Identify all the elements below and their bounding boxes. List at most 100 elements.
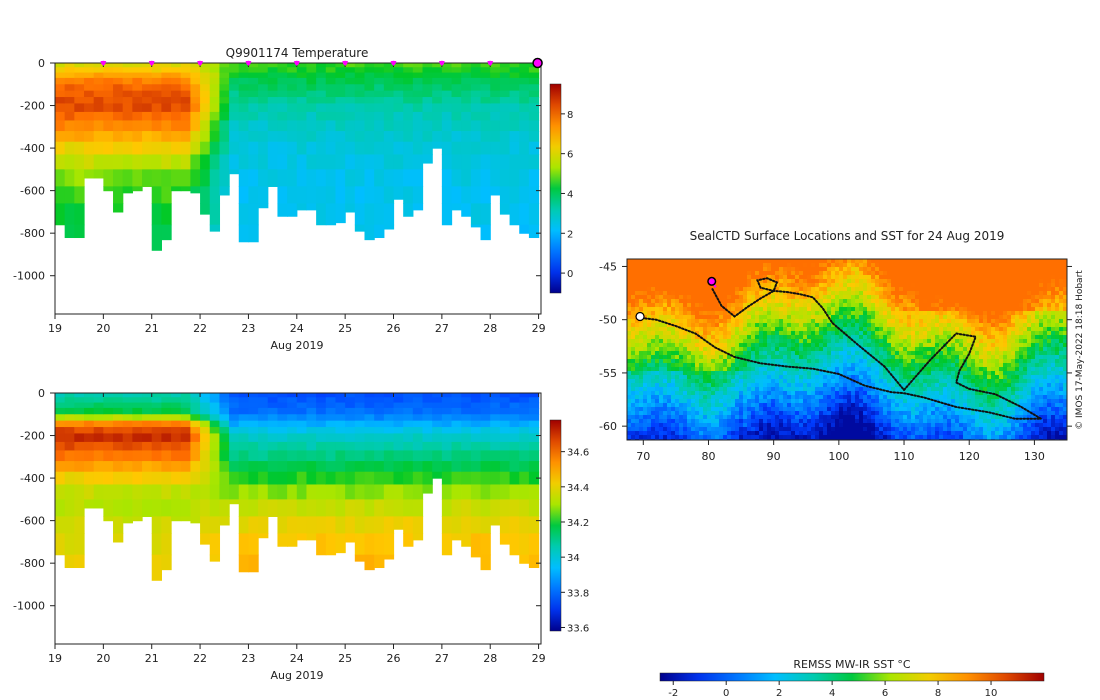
profile-cell [142,407,153,415]
profile-cell [509,471,520,486]
sst-pixel [1007,351,1012,356]
sst-pixel [647,267,652,272]
profile-cell [383,450,395,462]
profile-cell [470,97,482,105]
sst-pixel [847,319,852,324]
sst-pixel [679,307,684,312]
sst-pixel [643,311,648,316]
profile-cell [209,224,221,232]
sst-pixel [1051,291,1056,296]
sst-pixel [871,351,876,356]
sst-pixel [807,363,812,368]
sst-pixel [895,259,900,264]
profile-cell [325,450,337,462]
sst-pixel [807,303,812,308]
sst-pixel [631,307,636,312]
sst-pixel [699,307,704,312]
sst-pixel [687,339,692,344]
sst-pixel [1027,355,1032,360]
sst-pixel [911,267,916,272]
profile-cell [267,63,279,68]
sst-pixel [791,287,796,292]
profile-cell [151,554,162,581]
profile-cell [74,397,85,404]
sst-pixel [931,275,936,280]
sst-pixel [879,307,884,312]
sst-pixel [951,347,956,352]
profile-cell [171,461,182,473]
profile-cell [238,554,250,573]
profile-cell [277,67,288,74]
sst-pixel [959,331,964,336]
profile-cell [122,414,133,422]
sst-pixel [647,287,652,292]
profile-cell [499,84,511,92]
sst-pixel [715,287,720,292]
sst-pixel [1059,343,1064,348]
profile-cell [499,461,511,473]
sst-pixel [839,331,844,336]
sst-pixel [799,287,804,292]
profile-cell [335,414,346,422]
sst-pixel [863,291,868,296]
profile-cell [248,203,259,226]
sst-pixel [847,311,852,316]
sst-pixel [771,323,776,328]
profile-cell [383,554,395,560]
sst-pixel [1003,323,1008,328]
sst-pixel [743,327,748,332]
profile-cell [190,484,201,500]
sst-pixel [739,315,744,320]
sst-pixel [1039,315,1044,320]
sst-pixel [891,327,896,332]
profile-cell [209,397,221,404]
profile-cell [74,224,85,239]
sst-pixel [867,279,872,284]
profile-cell [64,97,75,105]
sst-pixel [959,299,964,304]
sst-pixel [999,347,1004,352]
sst-pixel [987,267,992,272]
sst-pixel [915,291,920,296]
profile-cell [383,224,395,230]
sst-pixel [875,263,880,268]
sst-pixel [907,315,912,320]
sst-pixel [783,323,788,328]
sst-pixel [991,287,996,292]
sst-pixel [983,351,988,356]
sst-pixel [1027,347,1032,352]
sst-pixel [1051,343,1056,348]
sst-pixel [955,287,960,292]
sst-pixel [903,315,908,320]
profile-cell [499,433,511,443]
sst-pixel [703,287,708,292]
profile-cell [151,67,162,74]
sst-pixel [731,335,736,340]
sst-pixel [695,299,700,304]
sst-pixel [787,331,792,336]
sst-pixel [955,355,960,360]
sst-pixel [631,363,636,368]
sst-pixel [903,303,908,308]
sst-pixel [951,303,956,308]
sst-pixel [795,323,800,328]
profile-cell [267,450,279,462]
sst-pixel [811,267,816,272]
profile-cell [519,402,530,409]
sst-pixel [899,291,904,296]
sst-pixel [719,259,724,264]
sst-pixel [859,311,864,316]
sst-pixel [775,295,780,300]
sst-pixel [947,299,952,304]
sst-pixel [699,267,704,272]
sst-pixel [663,351,668,356]
sst-pixel [859,327,864,332]
sst-pixel [775,367,780,372]
sst-pixel [875,363,880,368]
sst-pixel [743,299,748,304]
profile-cell [190,427,201,435]
sst-pixel [903,319,908,324]
sst-pixel [759,351,764,356]
profile-cell [432,97,443,105]
profile-cell [306,72,317,79]
